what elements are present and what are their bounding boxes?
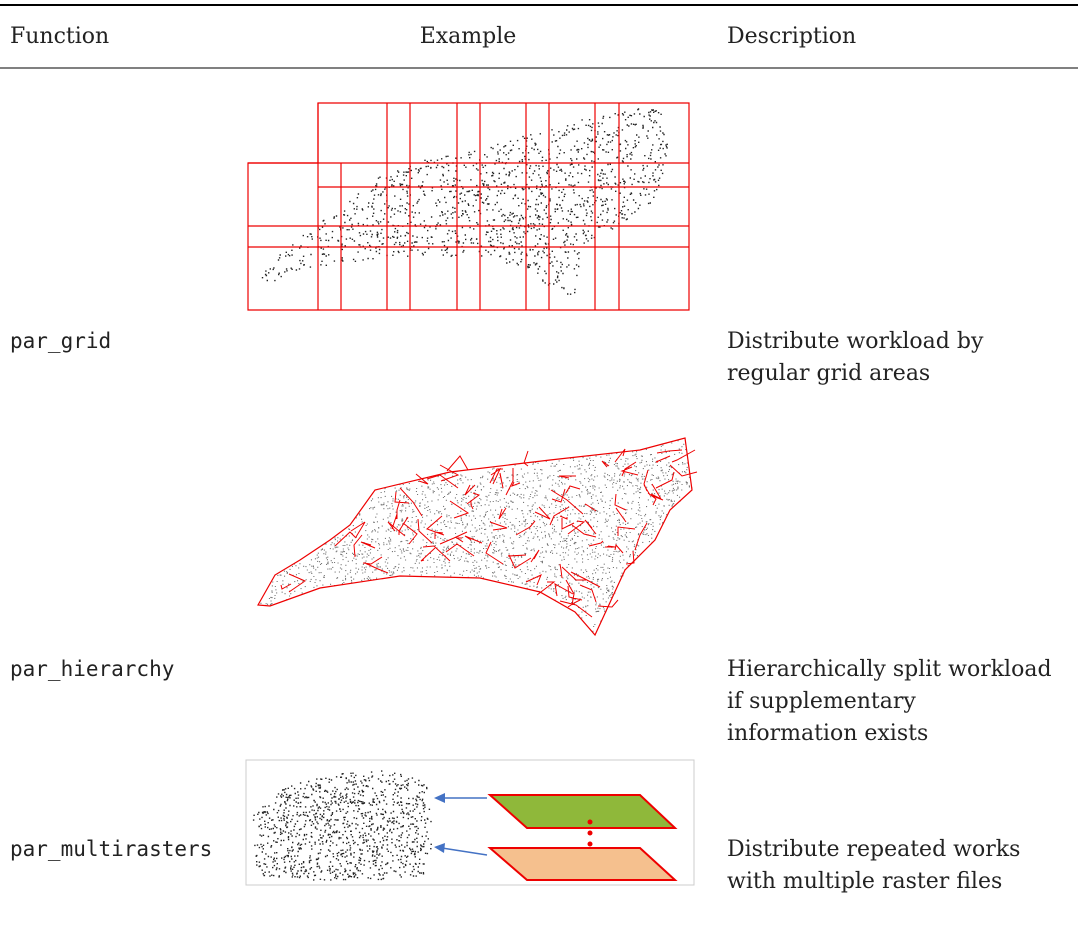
multirasters-example-image [245,759,695,886]
description-line: with multiple raster files [727,869,1002,894]
function-name: par_multirasters [10,837,212,861]
column-header: Example [420,24,517,49]
grid-example-image [247,102,690,311]
function-name: par_hierarchy [10,657,174,681]
hierarchy-example-image [257,437,698,637]
description-line: Hierarchically split workload [727,657,1052,682]
description-line: Distribute repeated works [727,837,1020,862]
description-line: Distribute workload by [727,329,984,354]
description-line: information exists [727,721,928,746]
function-name: par_grid [10,329,111,353]
description-line: regular grid areas [727,361,930,386]
column-header: Description [727,24,856,49]
column-header: Function [10,24,109,49]
description-line: if supplementary [727,689,916,714]
